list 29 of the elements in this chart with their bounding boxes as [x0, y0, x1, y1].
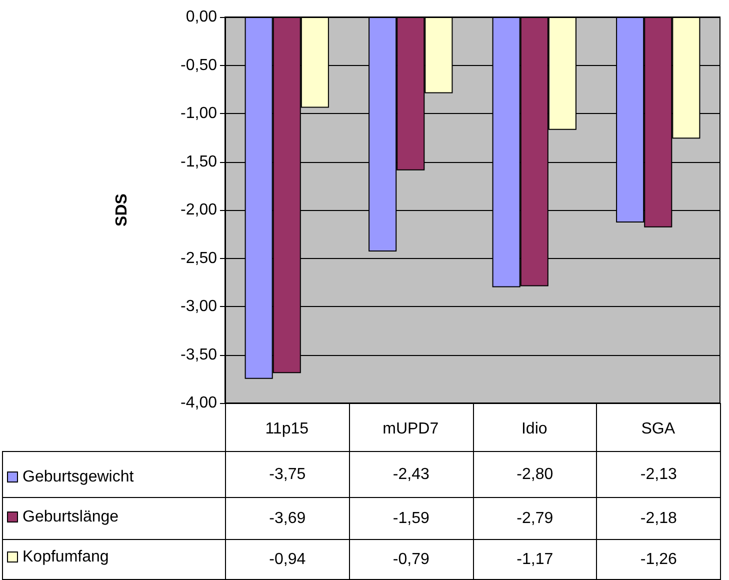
data-label: -2,13 — [596, 451, 721, 498]
legend-label: Geburtslänge — [22, 508, 119, 526]
x-tick-label: SGA — [641, 420, 676, 438]
y-tick-label: -2,00 — [180, 202, 218, 218]
data-label: -1,17 — [472, 539, 598, 580]
y-tick-label: -3,00 — [180, 298, 218, 315]
y-tick-label: -1,00 — [180, 105, 218, 122]
data-label: -2,80 — [472, 451, 598, 498]
y-axis-title: SDS — [114, 193, 130, 226]
x-tick-label: 11p15 — [265, 420, 309, 438]
y-tick-label: -3,50 — [180, 346, 218, 364]
data-label: -2,18 — [596, 497, 721, 540]
data-label: -3,69 — [225, 497, 350, 540]
y-tick-label: -0,50 — [180, 56, 218, 74]
y-tick-label: -4,00 — [180, 394, 218, 412]
data-label: -1,59 — [348, 497, 474, 540]
y-tick-label: 0,00 — [186, 8, 218, 26]
y-tick-label: -2,50 — [180, 250, 218, 267]
x-tick-label: Idio — [521, 420, 548, 438]
y-tick-label: -1,50 — [180, 153, 218, 170]
legend-label: Geburtsgewicht — [22, 468, 134, 486]
legend-label: Kopfumfang — [22, 548, 109, 566]
data-label: -3,75 — [225, 451, 350, 498]
data-label: -1,26 — [596, 539, 721, 580]
data-label: -0,94 — [225, 539, 350, 580]
x-tick-label: mUPD7 — [382, 420, 439, 438]
data-label: -0,79 — [348, 539, 474, 580]
data-label: -2,43 — [348, 451, 474, 498]
data-label: -2,79 — [472, 497, 598, 540]
